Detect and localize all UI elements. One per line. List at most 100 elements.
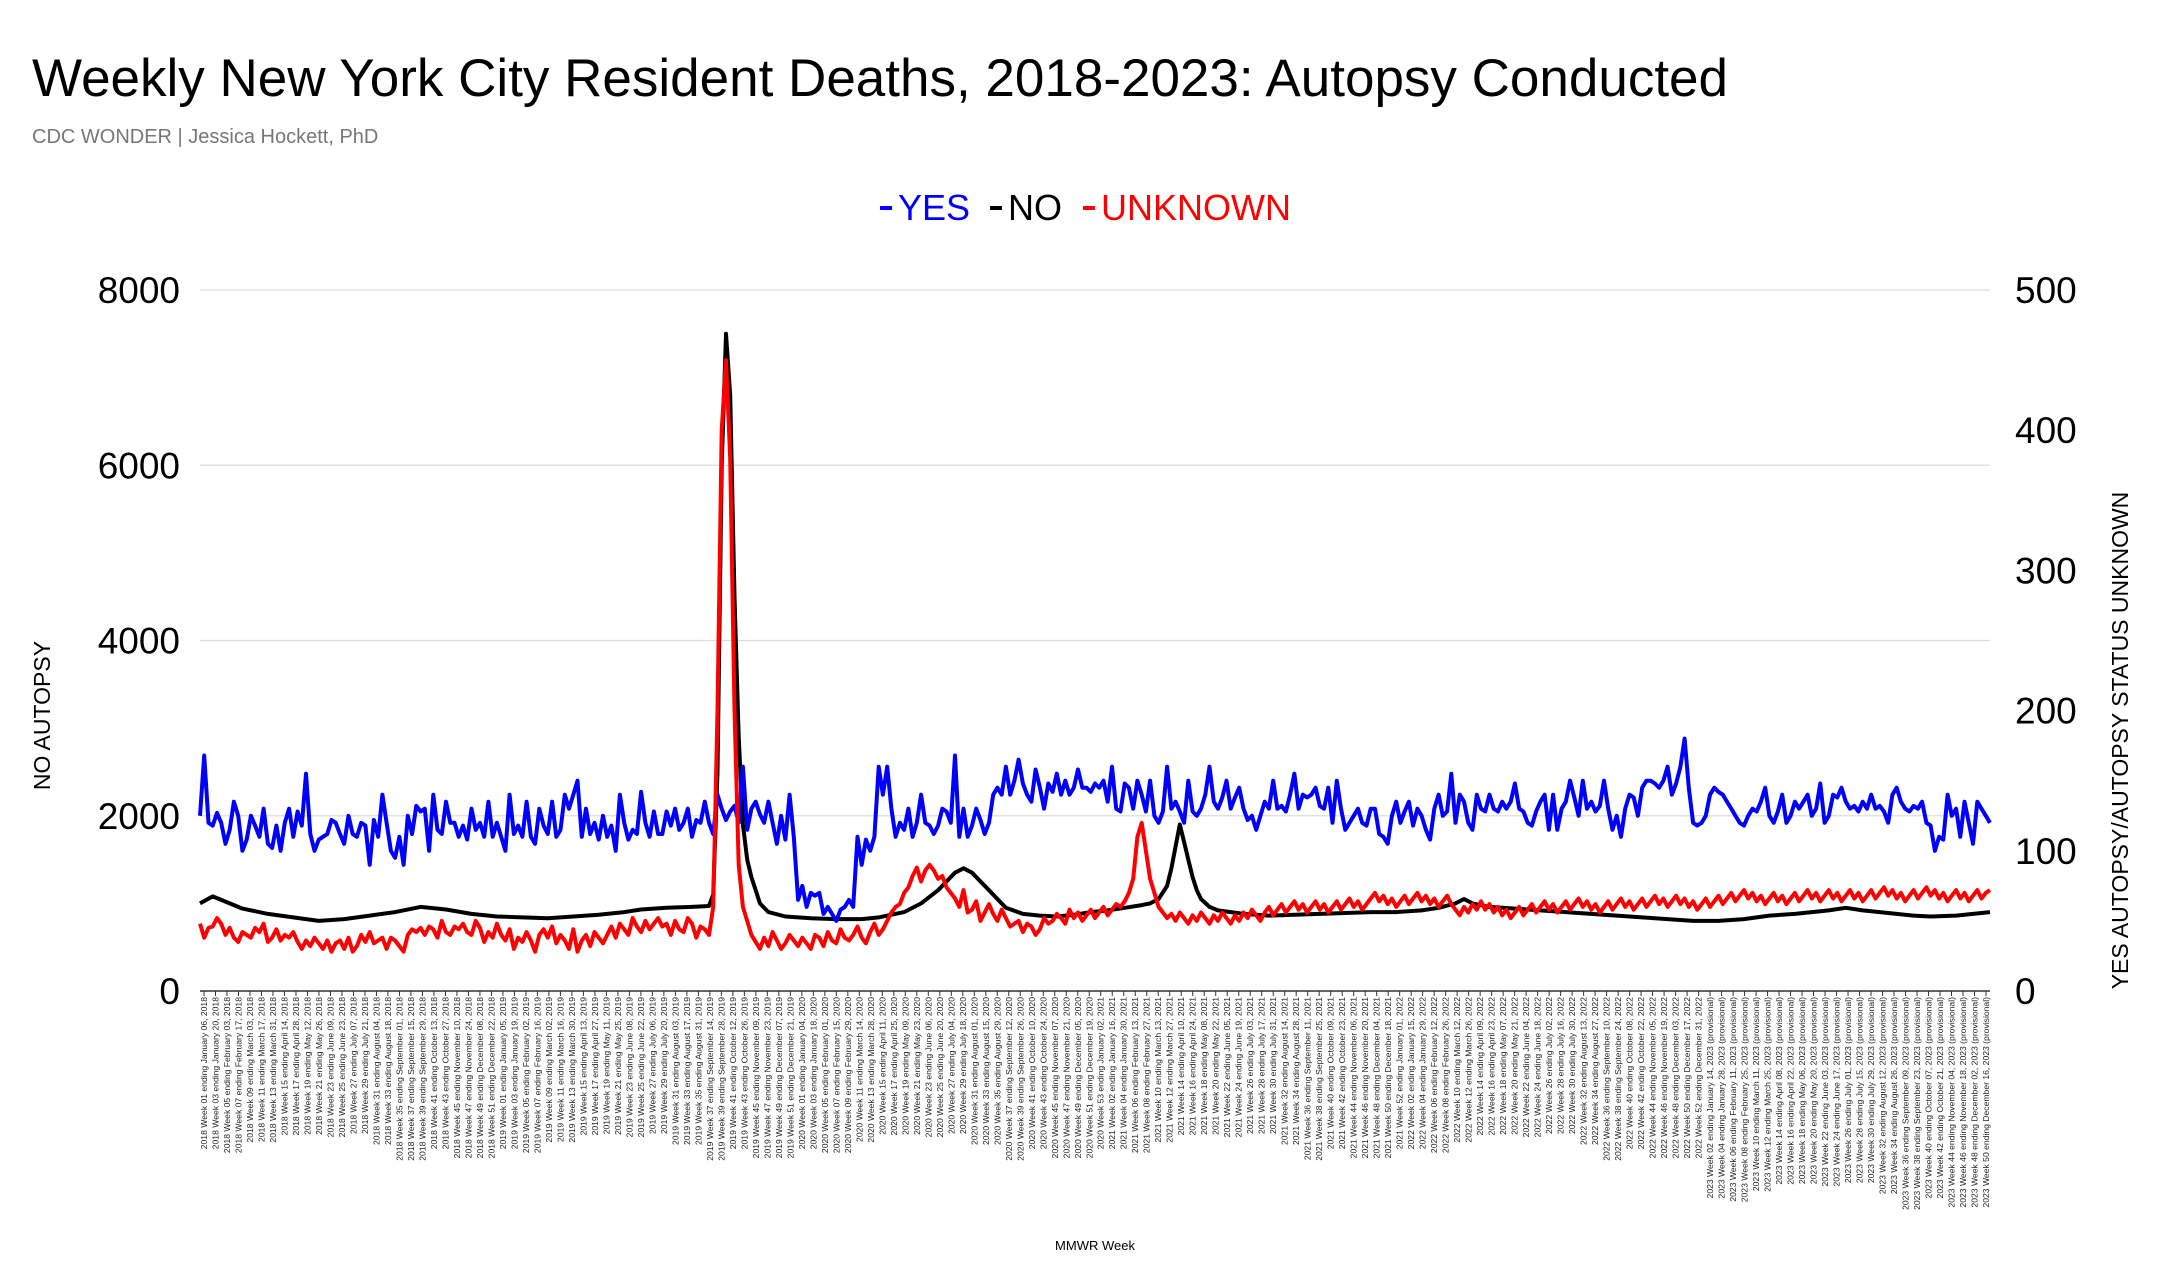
x-tick-label: 2021 Week 16 ending April 24, 2021 bbox=[1188, 997, 1198, 1136]
x-tick-label: 2021 Week 28 ending July 17, 2021 bbox=[1257, 997, 1267, 1134]
x-tick-label: 2021 Week 04 ending January 30, 2021 bbox=[1119, 997, 1129, 1149]
x-tick-label: 2018 Week 25 ending June 23, 2018 bbox=[337, 997, 347, 1138]
x-tick-label: 2021 Week 20 ending May 22, 2021 bbox=[1211, 997, 1221, 1135]
x-tick-label: 2022 Week 42 ending October 22, 2022 bbox=[1636, 997, 1646, 1149]
x-tick-label: 2020 Week 09 ending February 29, 2020 bbox=[843, 997, 853, 1153]
y-right-tick-label: 100 bbox=[2015, 831, 2077, 872]
x-tick-label: 2022 Week 18 ending May 07, 2022 bbox=[1498, 997, 1508, 1135]
legend: YES NO UNKNOWN bbox=[880, 187, 1291, 228]
x-tick-label: 2019 Week 47 ending November 23, 2019 bbox=[762, 997, 772, 1159]
x-tick-label: 2019 Week 25 ending June 22, 2019 bbox=[636, 997, 646, 1138]
x-tick-label: 2022 Week 32 ending August 13, 2022 bbox=[1579, 997, 1589, 1145]
x-tick-label: 2021 Week 36 ending September 11, 2021 bbox=[1303, 997, 1313, 1160]
x-tick-label: 2022 Week 36 ending September 10, 2022 bbox=[1602, 997, 1612, 1161]
x-tick-label: 2020 Week 29 ending July 18, 2020 bbox=[958, 997, 968, 1134]
y-left-tick-label: 2000 bbox=[98, 796, 180, 837]
x-tick-label: 2021 Week 44 ending November 06, 2021 bbox=[1349, 997, 1359, 1159]
x-tick-label: 2020 Week 21 ending May 23, 2020 bbox=[912, 997, 922, 1135]
x-tick-label: 2018 Week 11 ending March 17, 2018 bbox=[256, 997, 266, 1142]
y-right-tick-label: 200 bbox=[2015, 691, 2077, 732]
x-tick-label: 2018 Week 05 ending February 03, 2018 bbox=[222, 997, 232, 1153]
x-tick-label: 2022 Week 48 ending December 03, 2022 bbox=[1671, 997, 1681, 1159]
y-axis-right-label: YES AUTOPSY/AUTOPSY STATUS UNKNOWN bbox=[2107, 492, 2133, 990]
x-tick-label: 2021 Week 50 ending December 18, 2021 bbox=[1383, 997, 1393, 1159]
x-tick-label: 2020 Week 11 ending March 14, 2020 bbox=[854, 997, 864, 1142]
x-tick-label: 2018 Week 09 ending March 03, 2018 bbox=[245, 997, 255, 1143]
x-tick-label: 2018 Week 15 ending April 14, 2018 bbox=[279, 997, 289, 1136]
x-tick-label: 2023 Week 22 ending June 03, 2023 (provi… bbox=[1820, 997, 1830, 1187]
x-tick-label: 2021 Week 34 ending August 28, 2021 bbox=[1291, 997, 1301, 1145]
x-tick-label: 2020 Week 31 ending August 01, 2020 bbox=[969, 997, 979, 1145]
x-tick-label: 2023 Week 20 ending May 20, 2023 (provis… bbox=[1809, 997, 1819, 1184]
x-tick-label: 2018 Week 51 ending December 22, 2018 bbox=[486, 997, 496, 1159]
y-axis-left-label: NO AUTOPSY bbox=[29, 641, 55, 790]
x-tick-label: 2023 Week 06 ending February 11, 2023 (p… bbox=[1728, 997, 1738, 1202]
x-tick-label: 2018 Week 33 ending August 18, 2018 bbox=[383, 997, 393, 1145]
chart-title: Weekly New York City Resident Deaths, 20… bbox=[32, 49, 1728, 108]
x-tick-label: 2019 Week 37 ending September 14, 2019 bbox=[705, 997, 715, 1161]
x-tick-label: 2018 Week 39 ending September 29, 2018 bbox=[417, 997, 427, 1161]
x-tick-label: 2023 Week 48 ending December 02, 2023 (p… bbox=[1970, 997, 1980, 1208]
y-right-tick-label: 400 bbox=[2015, 410, 2077, 451]
y-left-tick-label: 4000 bbox=[98, 621, 180, 662]
x-tick-label: 2022 Week 34 ending August 27, 2022 bbox=[1590, 997, 1600, 1145]
x-tick-label: 2019 Week 29 ending July 20, 2019 bbox=[659, 997, 669, 1134]
x-tick-label: 2023 Week 02 ending January 14, 2023 (pr… bbox=[1705, 997, 1715, 1199]
x-tick-label: 2021 Week 10 ending March 13, 2021 bbox=[1153, 997, 1163, 1143]
x-tick-label: 2018 Week 13 ending March 31, 2018 bbox=[268, 997, 278, 1143]
x-tick-label: 2020 Week 03 ending January 18, 2020 bbox=[808, 997, 818, 1149]
gridlines bbox=[200, 289, 1990, 992]
x-tick-label: 2019 Week 21 ending May 25, 2019 bbox=[613, 997, 623, 1135]
x-tick-label: 2020 Week 25 ending June 20, 2020 bbox=[935, 997, 945, 1138]
x-tick-label: 2019 Week 17 ending April 27, 2019 bbox=[590, 997, 600, 1136]
x-tick-label: 2023 Week 46 ending November 18, 2023 (p… bbox=[1958, 997, 1968, 1208]
x-tick-label: 2020 Week 51 ending December 19, 2020 bbox=[1084, 997, 1094, 1159]
x-tick-label: 2018 Week 41 ending October 13, 2018 bbox=[429, 997, 439, 1149]
y-left-tick-label: 8000 bbox=[98, 270, 180, 311]
x-tick-label: 2023 Week 14 ending April 08, 2023 (prov… bbox=[1774, 997, 1784, 1185]
x-tick-label: 2023 Week 34 ending August 26, 2023 (pro… bbox=[1889, 997, 1899, 1194]
legend-label-unknown: UNKNOWN bbox=[1101, 187, 1291, 228]
x-tick-label: 2022 Week 10 ending March 12, 2022 bbox=[1452, 997, 1462, 1143]
x-tick-label: 2023 Week 32 ending August 12, 2023 (pro… bbox=[1878, 997, 1888, 1194]
x-tick-label: 2022 Week 04 ending January 29, 2022 bbox=[1418, 997, 1428, 1149]
x-tick-label: 2020 Week 15 ending April 11, 2020 bbox=[877, 997, 887, 1135]
x-tick-label: 2021 Week 08 ending February 27, 2021 bbox=[1142, 997, 1152, 1153]
x-tick-label: 2018 Week 29 ending July 21, 2018 bbox=[360, 997, 370, 1134]
x-tick-label: 2019 Week 03 ending January 19, 2019 bbox=[509, 997, 519, 1149]
x-tick-label: 2020 Week 41 ending October 10, 2020 bbox=[1027, 997, 1037, 1149]
series-lines bbox=[198, 331, 1992, 954]
x-tick-label: 2022 Week 06 ending February 12, 2022 bbox=[1429, 997, 1439, 1153]
y-right-tick-label: 500 bbox=[2015, 270, 2077, 311]
x-tick-label: 2018 Week 35 ending September 01, 2018 bbox=[394, 997, 404, 1161]
x-tick-label: 2019 Week 15 ending April 13, 2019 bbox=[578, 997, 588, 1136]
x-tick-label: 2023 Week 44 ending November 04, 2023 (p… bbox=[1947, 997, 1957, 1208]
y-axis-left: 0 2000 4000 6000 8000 bbox=[98, 270, 180, 1012]
y-right-tick-label: 0 bbox=[2015, 971, 2036, 1012]
x-tick-label: 2019 Week 11 ending March 16, 2019 bbox=[555, 997, 565, 1142]
x-tick-label: 2023 Week 36 ending September 09, 2023 (… bbox=[1901, 997, 1911, 1210]
x-tick-label: 2022 Week 22 ending June 04, 2022 bbox=[1521, 997, 1531, 1138]
x-tick-label: 2019 Week 43 ending October 26, 2019 bbox=[739, 997, 749, 1149]
x-tick-label: 2020 Week 49 ending December 05, 2020 bbox=[1073, 997, 1083, 1159]
x-tick-label: 2023 Week 10 ending March 11, 2023 (prov… bbox=[1751, 997, 1761, 1191]
x-tick-label: 2020 Week 45 ending November 07, 2020 bbox=[1050, 997, 1060, 1159]
x-tick-label: 2018 Week 49 ending December 08, 2018 bbox=[475, 997, 485, 1159]
x-tick-label: 2023 Week 24 ending June 17, 2023 (provi… bbox=[1832, 997, 1842, 1187]
x-tick-label: 2020 Week 39 ending September 26, 2020 bbox=[1015, 997, 1025, 1161]
x-tick-label: 2018 Week 47 ending November 24, 2018 bbox=[463, 997, 473, 1159]
x-tick-label: 2023 Week 16 ending April 22, 2023 (prov… bbox=[1786, 997, 1796, 1185]
x-tick-label: 2020 Week 17 ending April 25, 2020 bbox=[889, 997, 899, 1136]
x-tick-label: 2021 Week 32 ending August 14, 2021 bbox=[1280, 997, 1290, 1145]
series-line-unknown bbox=[198, 358, 1992, 954]
y-left-tick-label: 0 bbox=[159, 971, 180, 1012]
x-tick-label: 2019 Week 35 ending August 31, 2019 bbox=[693, 997, 703, 1145]
x-tick-label: 2018 Week 17 ending April 28, 2018 bbox=[291, 997, 301, 1136]
x-tick-label: 2021 Week 38 ending September 25, 2021 bbox=[1314, 997, 1324, 1161]
x-tick-label: 2018 Week 03 ending January 20, 2018 bbox=[210, 997, 220, 1149]
x-tick-label: 2022 Week 52 ending December 31, 2022 bbox=[1694, 997, 1704, 1159]
series-line-yes bbox=[198, 736, 1992, 923]
x-tick-label: 2018 Week 21 ending May 26, 2018 bbox=[314, 997, 324, 1135]
x-tick-label: 2023 Week 04 ending January 28, 2023 (pr… bbox=[1717, 997, 1727, 1199]
legend-swatch-yes bbox=[880, 206, 892, 210]
